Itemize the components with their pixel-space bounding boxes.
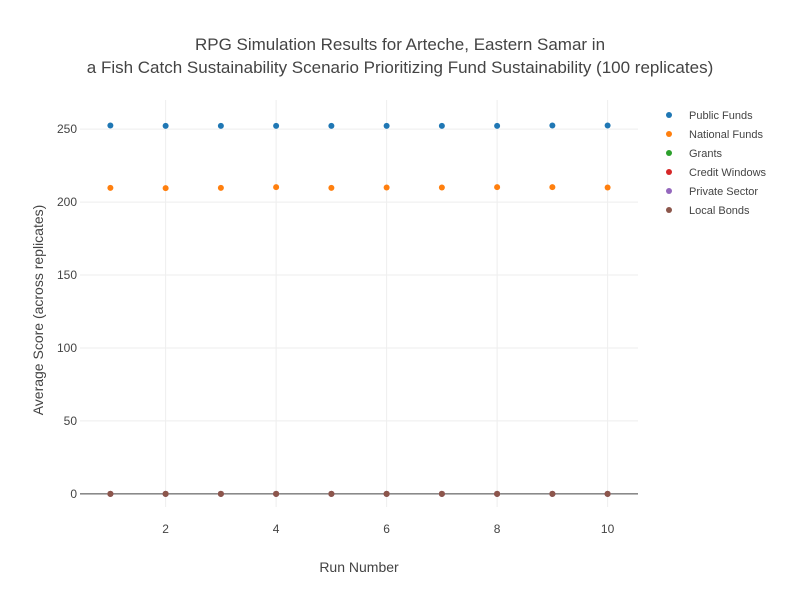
legend-label-local-bonds[interactable]: Local Bonds: [689, 205, 750, 217]
legend-label-credit-windows[interactable]: Credit Windows: [689, 167, 767, 179]
legend-marker-national-funds: [666, 131, 672, 137]
point-public-funds[interactable]: [273, 122, 280, 129]
legend-label-private-sector[interactable]: Private Sector: [689, 186, 758, 198]
chart-title: RPG Simulation Results for Arteche, East…: [87, 35, 713, 77]
point-public-funds[interactable]: [107, 122, 114, 129]
point-local-bonds[interactable]: [438, 490, 445, 497]
point-public-funds[interactable]: [217, 122, 224, 129]
legend-marker-local-bonds: [666, 207, 672, 213]
points-layer: [107, 122, 611, 497]
legend-label-grants[interactable]: Grants: [689, 148, 723, 160]
point-public-funds[interactable]: [438, 122, 445, 129]
point-national-funds[interactable]: [383, 184, 390, 191]
x-tick-label: 6: [383, 522, 390, 536]
point-local-bonds[interactable]: [217, 490, 224, 497]
point-local-bonds[interactable]: [383, 490, 390, 497]
point-national-funds[interactable]: [604, 184, 611, 191]
point-national-funds[interactable]: [494, 184, 501, 191]
legend-marker-public-funds: [666, 112, 672, 118]
point-public-funds[interactable]: [162, 122, 169, 129]
point-public-funds[interactable]: [494, 122, 501, 129]
point-local-bonds[interactable]: [549, 490, 556, 497]
chart-title-line-1: RPG Simulation Results for Arteche, East…: [195, 35, 605, 54]
point-public-funds[interactable]: [328, 122, 335, 129]
y-tick-label: 150: [57, 268, 77, 282]
point-public-funds[interactable]: [604, 122, 611, 129]
point-local-bonds[interactable]: [604, 490, 611, 497]
y-tick-label: 200: [57, 195, 77, 209]
point-local-bonds[interactable]: [494, 490, 501, 497]
y-tick-label: 50: [64, 414, 78, 428]
point-local-bonds[interactable]: [273, 490, 280, 497]
point-local-bonds[interactable]: [328, 490, 335, 497]
point-national-funds[interactable]: [328, 184, 335, 191]
legend-marker-grants: [666, 150, 672, 156]
point-national-funds[interactable]: [273, 184, 280, 191]
grid-layer: [80, 100, 638, 507]
x-tick-label: 4: [273, 522, 280, 536]
point-local-bonds[interactable]: [162, 490, 169, 497]
y-tick-label: 0: [70, 487, 77, 501]
x-axis-label: Run Number: [319, 559, 399, 575]
point-national-funds[interactable]: [162, 185, 169, 192]
y-axis-label: Average Score (across replicates): [30, 205, 46, 416]
point-national-funds[interactable]: [438, 184, 445, 191]
point-public-funds[interactable]: [383, 122, 390, 129]
x-tick-label: 8: [494, 522, 501, 536]
legend-label-national-funds[interactable]: National Funds: [689, 129, 763, 141]
point-public-funds[interactable]: [549, 122, 556, 129]
point-national-funds[interactable]: [217, 184, 224, 191]
chart-title-line-2: a Fish Catch Sustainability Scenario Pri…: [87, 58, 713, 77]
y-tick-label: 100: [57, 341, 77, 355]
x-tick-label: 10: [601, 522, 615, 536]
x-tick-label: 2: [162, 522, 169, 536]
y-tick-label: 250: [57, 122, 77, 136]
legend: Public Funds National Funds Grants Credit W…: [666, 110, 767, 217]
legend-marker-credit-windows: [666, 169, 672, 175]
point-national-funds[interactable]: [549, 184, 556, 191]
point-national-funds[interactable]: [107, 184, 114, 191]
legend-marker-private-sector: [666, 188, 672, 194]
point-local-bonds[interactable]: [107, 490, 114, 497]
legend-label-public-funds[interactable]: Public Funds: [689, 110, 753, 122]
